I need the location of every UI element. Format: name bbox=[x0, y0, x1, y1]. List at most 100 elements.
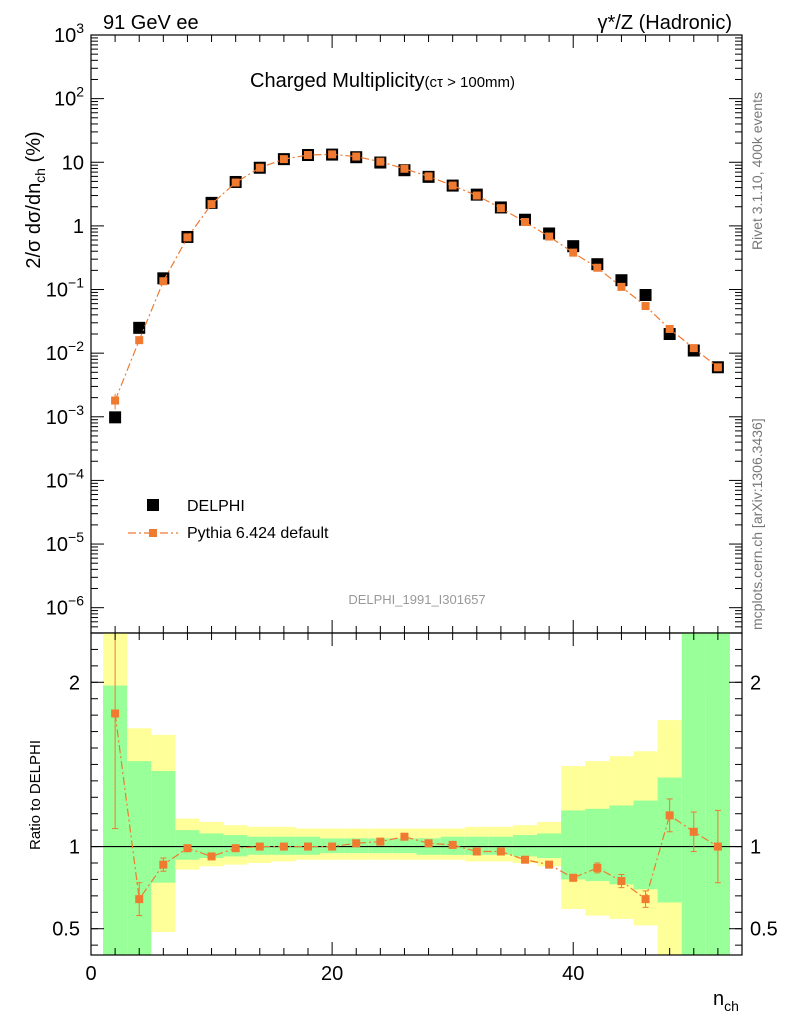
delphi-point bbox=[133, 321, 146, 334]
main-y-tick-base: 10 bbox=[46, 470, 68, 492]
legend-marker-delphi bbox=[147, 499, 159, 511]
ratio-y-tick-label-right: 1 bbox=[750, 837, 761, 859]
main-y-axis-label-text: 2/σ dσ/dn bbox=[23, 183, 45, 269]
ratio-point bbox=[183, 844, 192, 853]
main-y-axis-label-unit: (%) bbox=[23, 131, 45, 168]
ratio-point bbox=[593, 863, 602, 872]
pythia-point bbox=[569, 248, 578, 257]
analysis-label: DELPHI_1991_I301657 bbox=[348, 592, 485, 607]
ratio-point bbox=[400, 832, 409, 841]
legend-label-pythia: Pythia 6.424 default bbox=[187, 525, 329, 542]
main-y-tick-label: 10−1 bbox=[46, 275, 84, 302]
pythia-point bbox=[159, 277, 168, 286]
pythia-point bbox=[496, 204, 505, 213]
pythia-point bbox=[665, 324, 674, 333]
pythia-point bbox=[352, 152, 361, 161]
legend: DELPHI Pythia 6.424 default bbox=[128, 498, 329, 542]
ratio-panel: 0 20 40 0.5 0.5 1 1 2 2 bbox=[52, 632, 778, 985]
main-y-tick-label: 102 bbox=[54, 84, 84, 111]
ratio-band-green bbox=[512, 835, 538, 857]
ratio-band-green bbox=[537, 833, 562, 859]
ratio-point bbox=[641, 895, 650, 904]
chart-title-suffix: (cτ > 100mm) bbox=[425, 74, 516, 91]
main-y-tick-label: 10−4 bbox=[46, 465, 84, 492]
ratio-point bbox=[713, 842, 722, 851]
ratio-point bbox=[496, 847, 505, 856]
pythia-point bbox=[689, 344, 698, 353]
pythia-point bbox=[255, 163, 264, 172]
pythia-series-line bbox=[114, 153, 719, 401]
main-y-tick-exponent: 2 bbox=[76, 84, 84, 100]
header-right-label: γ*/Z (Hadronic) bbox=[598, 12, 732, 34]
ratio-point bbox=[159, 860, 168, 869]
pythia-point bbox=[279, 155, 288, 164]
pythia-point bbox=[135, 336, 144, 345]
pythia-point bbox=[472, 191, 481, 200]
ratio-point bbox=[521, 855, 529, 864]
main-y-tick-label: 10−3 bbox=[46, 402, 84, 429]
ratio-point bbox=[304, 842, 312, 851]
pythia-point bbox=[400, 164, 409, 173]
x-axis-label: nch bbox=[713, 988, 739, 1014]
main-y-tick-exponent: 3 bbox=[76, 20, 84, 36]
main-frame bbox=[90, 34, 743, 634]
main-y-tick-label: 1 bbox=[73, 216, 84, 238]
rivet-label: Rivet 3.1.10, 400k events bbox=[749, 92, 765, 250]
x-tick-label: 0 bbox=[85, 963, 96, 985]
x-axis-label-sub: ch bbox=[724, 998, 739, 1014]
ratio-y-tick-label-right: 2 bbox=[750, 672, 761, 694]
ratio-point bbox=[665, 811, 674, 820]
ratio-frame bbox=[90, 632, 743, 956]
main-y-axis-label: 2/σ dσ/dnch (%) bbox=[23, 131, 48, 268]
ratio-point bbox=[424, 839, 433, 848]
ratio-point bbox=[545, 860, 554, 869]
ratio-y-tick-label-left: 2 bbox=[69, 672, 80, 694]
ratio-point bbox=[376, 837, 385, 846]
pythia-point bbox=[521, 218, 529, 227]
pythia-point bbox=[376, 157, 385, 166]
main-y-tick-exponent: −1 bbox=[68, 275, 84, 291]
pythia-point bbox=[545, 232, 554, 241]
main-y-tick-label: 10 bbox=[62, 152, 84, 174]
main-y-tick-exponent: −3 bbox=[68, 402, 84, 418]
ratio-point bbox=[207, 852, 216, 861]
x-tick-label: 20 bbox=[321, 963, 343, 985]
main-y-tick-label: 10−6 bbox=[46, 593, 84, 620]
ratio-band-green bbox=[705, 633, 730, 955]
pythia-point bbox=[183, 233, 192, 242]
pythia-point bbox=[713, 363, 722, 372]
main-y-tick-exponent: −4 bbox=[68, 465, 84, 481]
ratio-band-green bbox=[392, 838, 417, 854]
main-y-tick-base: 10 bbox=[46, 407, 68, 429]
mcplots-label: mcplots.cern.ch [arXiv:1306.3436] bbox=[749, 418, 765, 630]
ratio-band-green bbox=[127, 761, 152, 955]
pythia-point bbox=[111, 396, 120, 405]
main-y-tick-base: 10 bbox=[54, 89, 76, 111]
pythia-point bbox=[593, 263, 602, 272]
pythia-point bbox=[424, 172, 433, 181]
ratio-point bbox=[231, 844, 240, 853]
pythia-point bbox=[207, 200, 216, 209]
ratio-point bbox=[689, 827, 698, 836]
pythia-point bbox=[641, 302, 650, 311]
ratio-point bbox=[279, 842, 288, 851]
pythia-point bbox=[328, 150, 337, 159]
main-y-tick-base: 10 bbox=[54, 25, 76, 47]
main-y-tick-exponent: −6 bbox=[68, 593, 84, 609]
ratio-band-green bbox=[633, 800, 658, 890]
chart-title-main: Charged Multiplicity bbox=[250, 70, 425, 92]
main-y-tick-base: 10 bbox=[46, 280, 68, 302]
main-y-tick-label: 103 bbox=[54, 20, 84, 47]
ratio-point bbox=[569, 873, 578, 882]
delphi-point bbox=[109, 411, 122, 424]
main-y-tick-base: 10 bbox=[46, 598, 68, 620]
main-y-tick-label: 10−5 bbox=[46, 529, 84, 556]
ratio-point bbox=[472, 847, 481, 856]
ratio-y-tick-label-right: 0.5 bbox=[750, 919, 778, 941]
x-tick-label: 40 bbox=[562, 963, 584, 985]
ratio-point bbox=[111, 709, 120, 718]
ratio-point bbox=[135, 895, 144, 904]
ratio-y-tick-label-left: 1 bbox=[69, 837, 80, 859]
delphi-point bbox=[639, 289, 652, 302]
